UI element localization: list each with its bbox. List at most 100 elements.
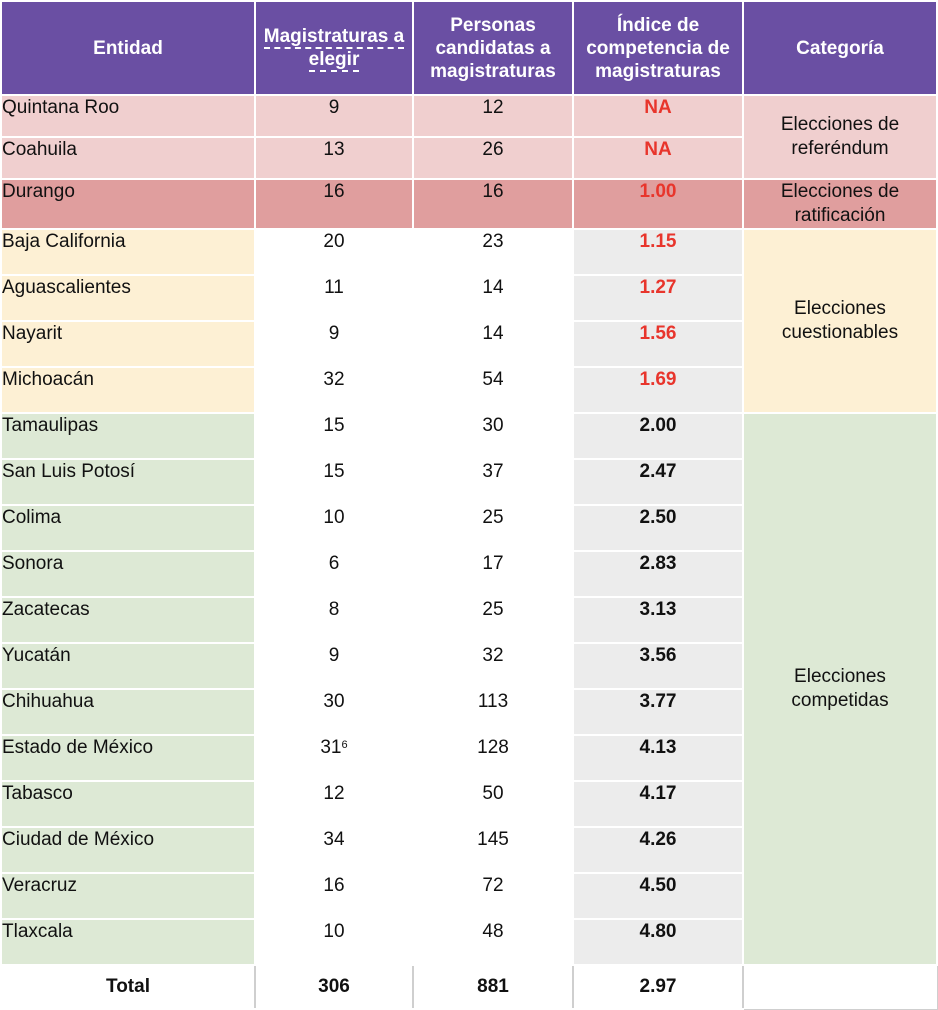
cell-indice: 3.13 [572, 596, 744, 644]
total-personas: 881 [412, 964, 574, 1010]
header-row: Entidad Magistraturas a elegir Personas … [0, 0, 938, 96]
cell-indice: 2.00 [572, 412, 744, 460]
cell-personas: 145 [412, 826, 574, 874]
cell-magistraturas: 15 [254, 458, 414, 506]
category-cuestionables: Elecciones cuestionables [742, 228, 938, 414]
cell-entidad: Nayarit [0, 320, 256, 368]
cell-entidad: Tabasco [0, 780, 256, 828]
cell-indice: NA [572, 136, 744, 180]
cell-indice: 4.17 [572, 780, 744, 828]
cell-indice: NA [572, 94, 744, 138]
cell-indice: 1.69 [572, 366, 744, 414]
cell-indice: 4.13 [572, 734, 744, 782]
cell-magistraturas: 30 [254, 688, 414, 736]
table-row: Colima 10 25 2.50 [0, 504, 937, 552]
table-row: Aguascalientes 11 14 1.27 [0, 274, 937, 322]
cell-indice: 1.00 [572, 178, 744, 230]
header-personas: Personas candidatas a magistraturas [412, 0, 574, 96]
cell-entidad: Quintana Roo [0, 94, 256, 138]
cell-personas: 32 [412, 642, 574, 690]
cell-personas: 17 [412, 550, 574, 598]
cell-magistraturas: 16 [254, 178, 414, 230]
cell-magistraturas: 11 [254, 274, 414, 322]
cell-indice: 4.50 [572, 872, 744, 920]
cell-personas: 128 [412, 734, 574, 782]
cell-magistraturas: 9 [254, 642, 414, 690]
cell-magistraturas: 32 [254, 366, 414, 414]
table-row: Michoacán 32 54 1.69 [0, 366, 937, 414]
category-ratificacion: Elecciones de ratificación [742, 178, 938, 230]
header-magistraturas: Magistraturas a elegir [254, 0, 414, 96]
header-entidad: Entidad [0, 0, 256, 96]
cell-personas: 16 [412, 178, 574, 230]
total-blank [743, 965, 937, 1009]
cell-personas: 54 [412, 366, 574, 414]
cell-entidad: Colima [0, 504, 256, 552]
cell-personas: 26 [412, 136, 574, 180]
cell-magistraturas: 316 [254, 734, 414, 782]
cell-entidad: Coahuila [0, 136, 256, 180]
table-row: Tabasco 12 50 4.17 [0, 780, 937, 828]
category-referendum: Elecciones de referéndum [742, 94, 938, 180]
table-row: Estado de México 316 128 4.13 [0, 734, 937, 782]
cell-personas: 37 [412, 458, 574, 506]
cell-personas: 12 [412, 94, 574, 138]
table-row: Tlaxcala 10 48 4.80 [0, 918, 937, 966]
table-row: Ciudad de México 34 145 4.26 [0, 826, 937, 874]
table-row: Zacatecas 8 25 3.13 [0, 596, 937, 644]
total-row: Total 306 881 2.97 [0, 964, 937, 1010]
table-row: Veracruz 16 72 4.50 [0, 872, 937, 920]
cell-entidad: Michoacán [0, 366, 256, 414]
cell-indice: 3.56 [572, 642, 744, 690]
cell-personas: 25 [412, 504, 574, 552]
header-magistraturas-label: Magistraturas a elegir [263, 26, 405, 72]
cell-indice: 2.47 [572, 458, 744, 506]
cell-magistraturas: 20 [254, 228, 414, 276]
cell-entidad: Aguascalientes [0, 274, 256, 322]
cell-indice: 3.77 [572, 688, 744, 736]
table-row: Quintana Roo 9 12 NA Elecciones de refer… [0, 94, 938, 180]
header-categoria: Categoría [742, 0, 938, 96]
cell-personas: 23 [412, 228, 574, 276]
cell-magistraturas: 16 [254, 872, 414, 920]
cell-personas: 72 [412, 872, 574, 920]
total-label: Total [0, 964, 256, 1010]
cell-entidad: San Luis Potosí [0, 458, 256, 506]
table-row: San Luis Potosí 15 37 2.47 [0, 458, 937, 506]
footnote-marker: 6 [341, 739, 348, 751]
cell-entidad: Baja California [0, 228, 256, 276]
table-row: Nayarit 9 14 1.56 [0, 320, 937, 368]
cell-entidad: Estado de México [0, 734, 256, 782]
cell-entidad: Tamaulipas [0, 412, 256, 460]
cell-magistraturas: 8 [254, 596, 414, 644]
cell-indice: 1.15 [572, 228, 744, 276]
table-row: Chihuahua 30 113 3.77 [0, 688, 937, 736]
cell-indice: 4.80 [572, 918, 744, 966]
cell-entidad: Veracruz [0, 872, 256, 920]
cell-entidad: Ciudad de México [0, 826, 256, 874]
total-magistraturas: 306 [254, 964, 414, 1010]
cell-magistraturas: 13 [254, 136, 414, 180]
table-row: Yucatán 9 32 3.56 [0, 642, 937, 690]
cell-entidad: Durango [0, 178, 256, 230]
table-row: Sonora 6 17 2.83 [0, 550, 937, 598]
cell-personas: 113 [412, 688, 574, 736]
cell-magistraturas: 9 [254, 94, 414, 138]
cell-magistraturas: 15 [254, 412, 414, 460]
cell-magistraturas: 34 [254, 826, 414, 874]
table-row: Tamaulipas 15 30 2.00 Elecciones competi… [0, 412, 938, 966]
cell-indice: 1.27 [572, 274, 744, 322]
cell-magistraturas: 10 [254, 504, 414, 552]
table-row: Coahuila 13 26 NA [0, 136, 937, 180]
table-row: Durango 16 16 1.00 Elecciones de ratific… [0, 178, 938, 230]
cell-entidad: Zacatecas [0, 596, 256, 644]
cell-magistraturas: 10 [254, 918, 414, 966]
cell-entidad: Yucatán [0, 642, 256, 690]
cell-personas: 14 [412, 274, 574, 322]
cell-entidad: Tlaxcala [0, 918, 256, 966]
category-competidas: Elecciones competidas [742, 412, 938, 966]
cell-entidad: Chihuahua [0, 688, 256, 736]
cell-indice: 2.50 [572, 504, 744, 552]
cell-personas: 25 [412, 596, 574, 644]
